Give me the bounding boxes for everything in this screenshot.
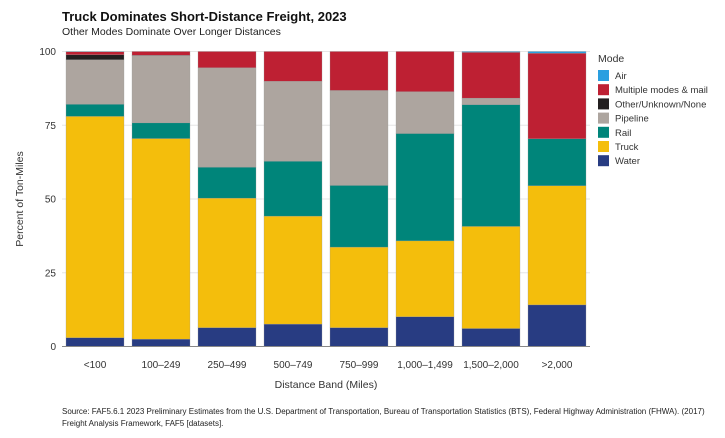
bar-segment-water xyxy=(65,337,125,347)
bar-segment-multiple-modes-mail xyxy=(461,52,521,99)
bar-segment-truck xyxy=(329,246,389,328)
bar-segment-truck xyxy=(197,197,257,328)
bar-segment-other-unknown-none xyxy=(65,54,125,60)
bar-segment-water xyxy=(263,323,323,347)
y-tick-label: 25 xyxy=(45,268,57,279)
y-tick-label: 75 xyxy=(45,121,57,132)
bar-segment-water xyxy=(197,327,257,347)
bar-segment-pipeline xyxy=(65,59,125,105)
bar-segment-truck xyxy=(395,240,455,317)
legend-item-label: Rail xyxy=(615,128,631,139)
bar-segment-air xyxy=(461,51,521,53)
bar-segment-rail xyxy=(395,133,455,242)
x-tick-label: 1,500–2,000 xyxy=(463,360,519,371)
bar-segment-rail xyxy=(65,104,125,117)
y-axis-title: Percent of Ton-Miles xyxy=(14,151,26,247)
legend-swatch xyxy=(598,141,609,152)
bar-segment-rail xyxy=(461,104,521,227)
bar-segment-water xyxy=(131,338,191,347)
x-tick-label: 750–999 xyxy=(340,360,379,371)
chart-title: Truck Dominates Short-Distance Freight, … xyxy=(62,9,347,24)
legend-swatch xyxy=(598,126,609,138)
legend-item-label: Air xyxy=(615,71,627,82)
legend-item-label: Other/Unknown/None xyxy=(615,99,706,110)
bar-segment-pipeline xyxy=(461,97,521,105)
legend-item-label: Pipeline xyxy=(615,114,649,125)
legend-swatch xyxy=(598,155,609,167)
legend-title: Mode xyxy=(598,53,624,65)
bar-segment-pipeline xyxy=(395,91,455,134)
y-tick-label: 50 xyxy=(45,195,57,206)
bar-segment-multiple-modes-mail xyxy=(527,53,587,139)
bar-segment-rail xyxy=(131,122,191,139)
legend-item-label: Water xyxy=(615,156,640,167)
bar-segment-pipeline xyxy=(263,81,323,162)
x-tick-label: 500–749 xyxy=(274,360,313,371)
bar-segment-rail xyxy=(527,138,587,186)
bar-segment-truck xyxy=(263,215,323,325)
y-tick-label: 100 xyxy=(39,47,56,58)
bar-segment-truck xyxy=(461,226,521,329)
legend-item-label: Multiple modes & mail xyxy=(615,85,708,96)
bar-segment-pipeline xyxy=(197,67,257,168)
bar-segment-multiple-modes-mail xyxy=(329,51,389,91)
bar-segment-rail xyxy=(329,185,389,248)
stacked-bar-chart: 0 25 50 75 100 <100 100–249 250–499 500–749 750–9… xyxy=(14,47,708,391)
x-tick-label: 100–249 xyxy=(142,360,181,371)
legend-swatch xyxy=(598,84,609,96)
bar-segment-truck xyxy=(527,185,587,306)
source-note: Source: FAF5.6.1 2023 Preliminary Estima… xyxy=(62,407,705,428)
bar-segment-multiple-modes-mail xyxy=(197,51,257,68)
bar-segment-water xyxy=(461,328,521,347)
bar-segment-water xyxy=(395,316,455,347)
bar-segment-multiple-modes-mail xyxy=(65,51,125,55)
bar-segment-pipeline xyxy=(131,55,191,124)
bar-segment-truck xyxy=(65,116,125,338)
bar-segment-rail xyxy=(197,166,257,199)
legend-swatch xyxy=(598,112,609,124)
legend-swatch xyxy=(598,98,609,110)
bar-segment-multiple-modes-mail xyxy=(131,51,191,56)
x-tick-label: >2,000 xyxy=(542,360,573,371)
bar-segment-air xyxy=(527,51,587,54)
legend-swatch xyxy=(598,70,609,81)
x-tick-label: 250–499 xyxy=(208,360,247,371)
bar-segment-multiple-modes-mail xyxy=(395,51,455,92)
bar-segment-water xyxy=(329,327,389,347)
bar-segment-rail xyxy=(263,161,323,217)
bar-segment-pipeline xyxy=(329,90,389,186)
bar-segment-multiple-modes-mail xyxy=(263,51,323,82)
legend-item-label: Truck xyxy=(615,142,639,153)
bar-segment-water xyxy=(527,304,587,347)
x-tick-label: 1,000–1,499 xyxy=(397,360,453,371)
bar-segment-truck xyxy=(131,138,191,340)
x-axis-title: Distance Band (Miles) xyxy=(275,379,378,391)
y-tick-label: 0 xyxy=(50,342,56,353)
x-tick-label: <100 xyxy=(84,360,107,371)
chart-subtitle: Other Modes Dominate Over Longer Distanc… xyxy=(62,26,281,38)
